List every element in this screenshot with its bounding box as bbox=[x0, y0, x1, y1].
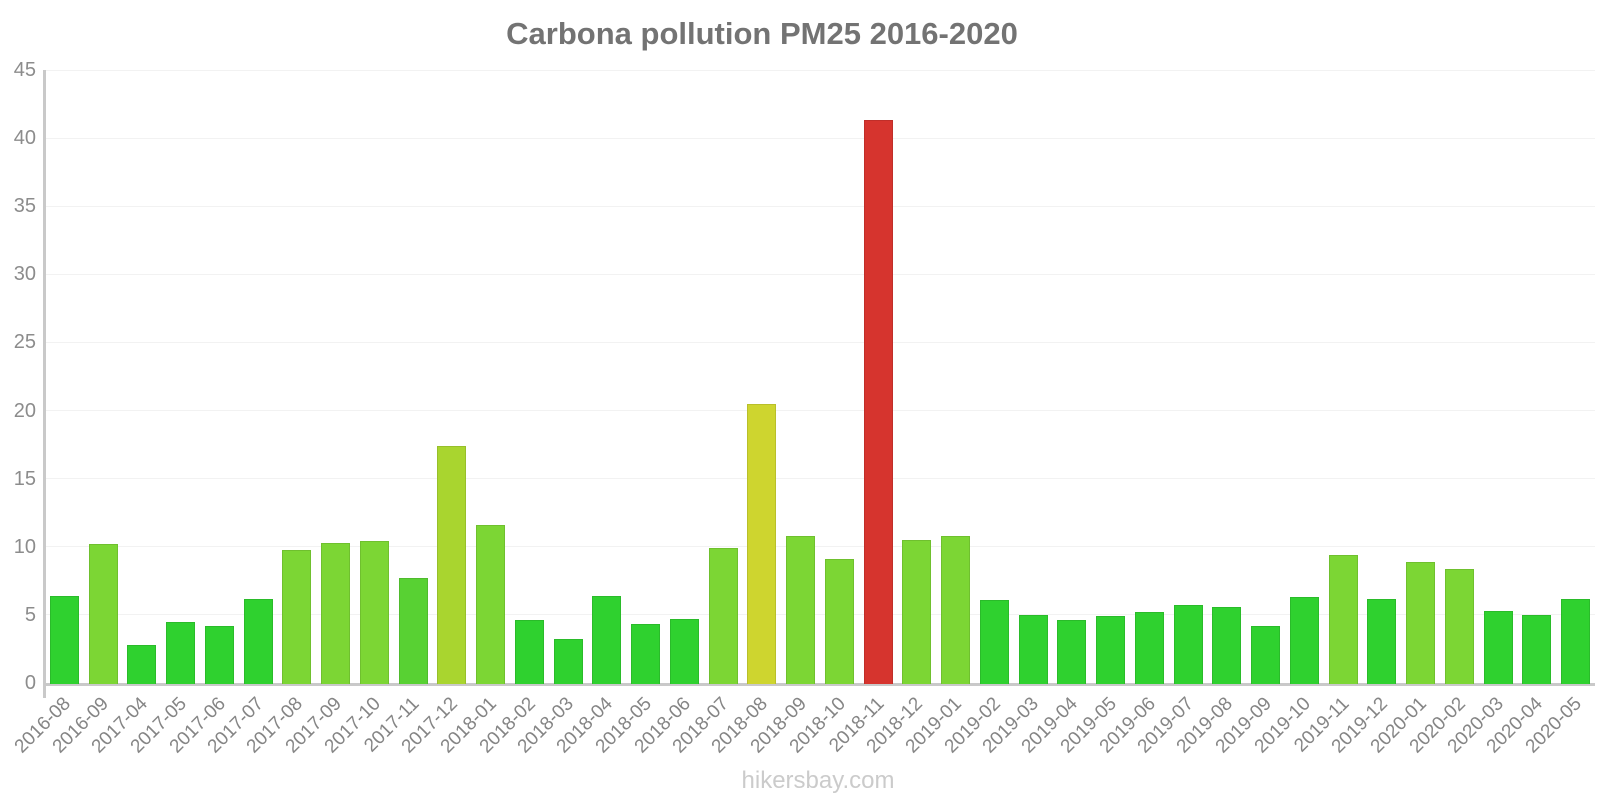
gridline-y-15 bbox=[45, 478, 1595, 480]
x-axis-line bbox=[43, 683, 1595, 686]
y-axis-line bbox=[43, 70, 46, 698]
bar-2018-11 bbox=[863, 120, 893, 684]
y-tick-label-40: 40 bbox=[13, 127, 36, 150]
gridline-y-40 bbox=[45, 137, 1595, 139]
bar-2018-10 bbox=[824, 559, 854, 684]
bar-2016-09 bbox=[88, 544, 118, 684]
gridline-y-5 bbox=[45, 614, 1595, 616]
bar-2018-07 bbox=[708, 548, 738, 684]
bar-2019-01 bbox=[941, 535, 971, 684]
y-tick-label-5: 5 bbox=[24, 603, 36, 626]
bar-2018-09 bbox=[786, 535, 816, 684]
bar-2018-05 bbox=[631, 624, 661, 684]
bar-2017-09 bbox=[321, 542, 351, 684]
bar-2020-02 bbox=[1444, 568, 1474, 684]
gridline-y-30 bbox=[45, 273, 1595, 275]
bar-2016-08 bbox=[49, 595, 79, 684]
y-tick-label-20: 20 bbox=[13, 399, 36, 422]
bar-2019-02 bbox=[979, 599, 1009, 684]
bar-2018-08 bbox=[747, 403, 777, 684]
bar-2017-07 bbox=[243, 598, 273, 684]
y-tick-label-25: 25 bbox=[13, 331, 36, 354]
bar-2019-05 bbox=[1096, 616, 1126, 684]
y-tick-label-30: 30 bbox=[13, 263, 36, 286]
bar-2019-04 bbox=[1057, 620, 1087, 684]
y-tick-label-35: 35 bbox=[13, 195, 36, 218]
bar-2018-04 bbox=[592, 595, 622, 684]
bar-2020-03 bbox=[1483, 610, 1513, 684]
bar-2017-08 bbox=[282, 549, 312, 684]
bar-2017-12 bbox=[437, 445, 467, 684]
bar-2018-03 bbox=[553, 639, 583, 684]
bar-2017-04 bbox=[127, 644, 157, 684]
gridline-y-35 bbox=[45, 205, 1595, 207]
bar-2017-06 bbox=[204, 625, 234, 684]
bar-2020-05 bbox=[1561, 598, 1591, 684]
bar-2019-03 bbox=[1018, 614, 1048, 684]
y-tick-label-0: 0 bbox=[24, 672, 36, 694]
y-tick-label-10: 10 bbox=[13, 535, 36, 558]
bar-2020-04 bbox=[1522, 614, 1552, 684]
bar-2018-12 bbox=[902, 539, 932, 684]
bar-2018-02 bbox=[514, 620, 544, 684]
bar-2018-06 bbox=[669, 618, 699, 684]
bar-2017-11 bbox=[398, 578, 428, 684]
bar-2019-12 bbox=[1367, 598, 1397, 684]
bar-2017-05 bbox=[166, 621, 196, 684]
y-tick-label-15: 15 bbox=[13, 467, 36, 490]
bar-2019-10 bbox=[1289, 597, 1319, 684]
gridline-y-20 bbox=[45, 410, 1595, 412]
chart-title: Carbona pollution PM25 2016-2020 bbox=[506, 16, 1018, 51]
gridline-y-10 bbox=[45, 546, 1595, 548]
gridline-y-45 bbox=[45, 69, 1595, 71]
bar-2019-09 bbox=[1251, 625, 1281, 684]
watermark: hikersbay.com bbox=[741, 767, 895, 794]
bar-2019-11 bbox=[1328, 554, 1358, 684]
bar-2019-06 bbox=[1134, 612, 1164, 684]
bar-2019-08 bbox=[1212, 606, 1242, 684]
gridline-y-25 bbox=[45, 341, 1595, 343]
y-tick-label-45: 45 bbox=[13, 59, 36, 81]
bar-2018-01 bbox=[476, 524, 506, 684]
bar-2020-01 bbox=[1406, 561, 1436, 684]
bar-2019-07 bbox=[1173, 605, 1203, 684]
bar-2017-10 bbox=[359, 541, 389, 684]
